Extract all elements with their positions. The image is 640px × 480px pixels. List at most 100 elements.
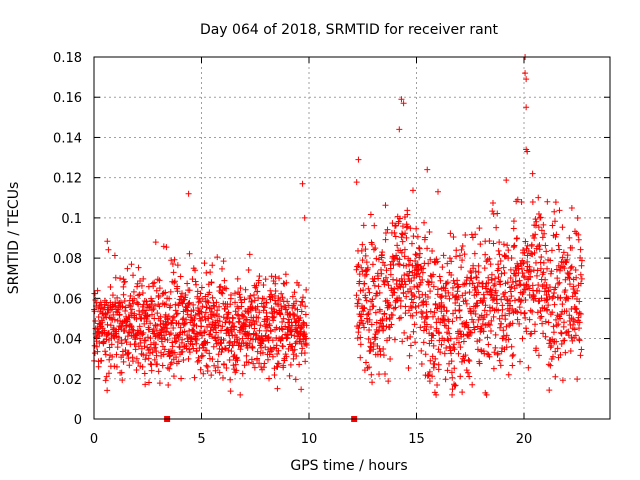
data-point [167, 302, 174, 309]
data-point [246, 319, 253, 326]
data-point [156, 303, 163, 310]
data-point [382, 274, 389, 281]
data-point [484, 334, 491, 341]
data-point [300, 319, 307, 326]
data-point [198, 330, 205, 337]
data-point [365, 310, 372, 317]
data-point [507, 266, 514, 273]
data-point [209, 294, 216, 301]
data-point [373, 319, 380, 326]
data-point [357, 354, 364, 361]
data-point [438, 341, 445, 348]
data-point [256, 360, 263, 367]
data-point [280, 364, 287, 371]
data-point [182, 292, 189, 299]
data-point [357, 334, 364, 341]
data-point [416, 254, 423, 261]
data-point [205, 299, 212, 306]
data-point [160, 351, 167, 358]
data-point [372, 309, 379, 316]
data-point [177, 324, 184, 331]
data-point [121, 327, 128, 334]
x-tick-label: 15 [408, 432, 425, 447]
data-point [556, 279, 563, 286]
data-point [184, 280, 191, 287]
data-point [510, 225, 517, 232]
data-point [471, 250, 478, 257]
data-point [551, 218, 558, 225]
data-point [286, 372, 293, 379]
data-point [576, 310, 583, 317]
data-point [531, 328, 538, 335]
data-point [164, 325, 171, 332]
data-point [204, 298, 211, 305]
data-point [578, 257, 585, 264]
data-point [211, 362, 218, 369]
data-point [99, 319, 106, 326]
y-tick-label: 0.18 [53, 51, 82, 66]
data-point [354, 300, 361, 307]
data-point [469, 234, 476, 241]
data-point [403, 234, 410, 241]
data-point [405, 365, 412, 372]
data-point [297, 314, 304, 321]
data-point [455, 339, 462, 346]
data-point [463, 367, 470, 374]
data-point [533, 218, 540, 225]
data-point [388, 321, 395, 328]
data-point [248, 356, 255, 363]
data-point [420, 339, 427, 346]
data-point [475, 262, 482, 269]
data-point [460, 338, 467, 345]
data-point [529, 282, 536, 289]
data-point [236, 291, 243, 298]
data-point [141, 343, 148, 350]
data-point [245, 359, 252, 366]
data-point [178, 375, 185, 382]
data-point [402, 310, 409, 317]
data-point [174, 310, 181, 317]
data-point [162, 289, 169, 296]
data-point [279, 343, 286, 350]
data-point [179, 300, 186, 307]
data-point [547, 344, 554, 351]
data-point [576, 298, 583, 305]
data-point [293, 298, 300, 305]
data-point [365, 285, 372, 292]
data-point [181, 328, 188, 335]
data-point [136, 323, 143, 330]
data-point [181, 320, 188, 327]
y-tick-label: 0.08 [53, 252, 82, 267]
data-point [362, 246, 369, 253]
data-point [451, 381, 458, 388]
data-point [389, 312, 396, 319]
data-point [510, 351, 517, 358]
data-point [213, 329, 220, 336]
data-point [516, 277, 523, 284]
data-point [466, 373, 473, 380]
data-point [497, 281, 504, 288]
data-point [149, 349, 156, 356]
data-point [143, 298, 150, 305]
data-point [118, 369, 125, 376]
data-point [538, 295, 545, 302]
data-point [447, 335, 454, 342]
data-point [179, 348, 186, 355]
data-point [302, 311, 309, 318]
data-point [239, 370, 246, 377]
data-point [375, 275, 382, 282]
data-point [380, 345, 387, 352]
data-point [387, 302, 394, 309]
data-point [283, 306, 290, 313]
data-point [519, 335, 526, 342]
data-point [494, 300, 501, 307]
data-point [168, 320, 175, 327]
data-point [391, 289, 398, 296]
data-point [483, 258, 490, 265]
data-point [356, 278, 363, 285]
data-point [450, 344, 457, 351]
data-point [120, 283, 127, 290]
data-point [486, 238, 493, 245]
data-point [426, 229, 433, 236]
data-point [390, 276, 397, 283]
